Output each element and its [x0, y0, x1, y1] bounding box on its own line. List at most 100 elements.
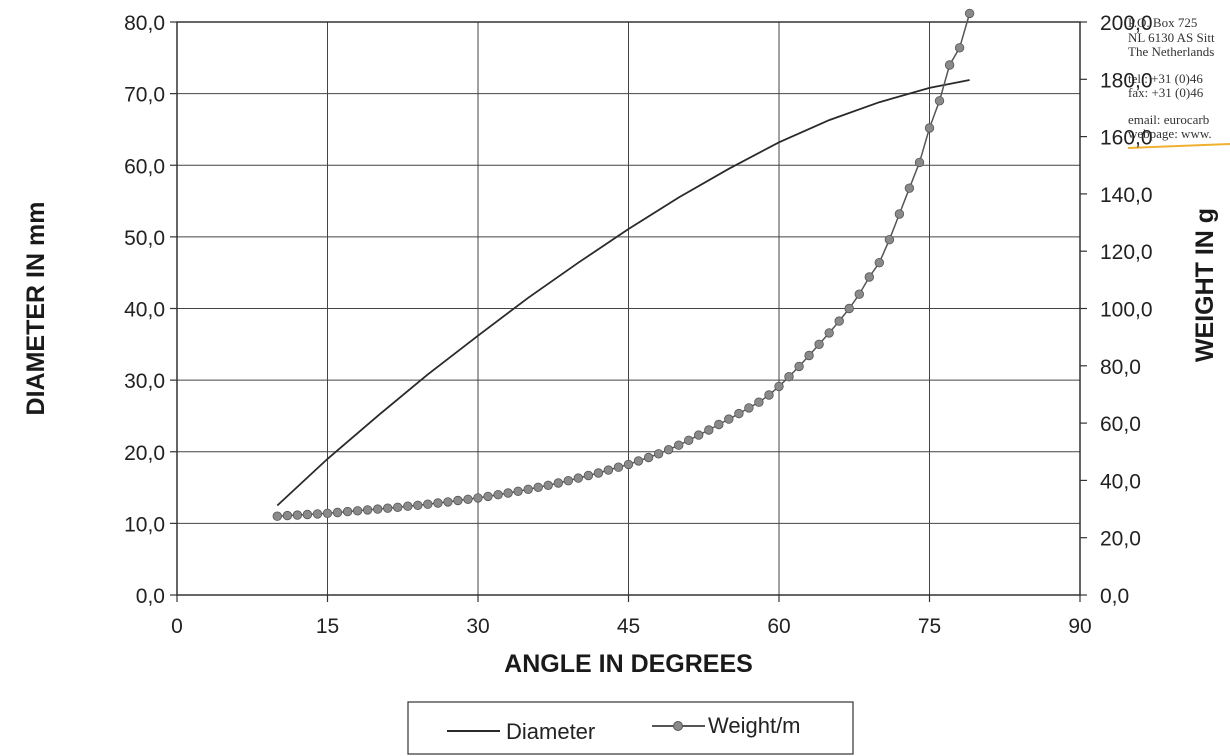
weight-point [463, 494, 473, 505]
weight-point [643, 452, 654, 463]
weight-point [734, 408, 744, 419]
letterhead-line: NL 6130 AS Sitt [1128, 30, 1215, 45]
weight-point [684, 435, 694, 446]
weight-point [292, 510, 303, 520]
weight-point [914, 157, 925, 168]
weight-point [744, 403, 754, 413]
weight-point [362, 505, 373, 515]
weight-point [724, 414, 734, 424]
y2-tick-label: 20,0 [1100, 528, 1141, 551]
weight-point [322, 508, 333, 519]
legend-marker-weight [673, 721, 683, 731]
weight-point [383, 503, 393, 513]
weight-point [804, 350, 814, 361]
letterhead-line: webpage: www. [1128, 126, 1212, 141]
weight-point [964, 8, 975, 19]
weight-point [663, 445, 674, 455]
y2-tick-label: 100,0 [1100, 299, 1153, 322]
y-tick-label: 80,0 [124, 12, 165, 35]
weight-point [403, 501, 413, 511]
weight-point [563, 476, 574, 486]
weight-point [874, 258, 885, 268]
y-tick-label: 50,0 [124, 227, 165, 250]
legend: Diameter Weight/m [407, 701, 854, 755]
weight-point [513, 486, 523, 497]
weight-point [774, 381, 784, 392]
y-tick-label: 0,0 [136, 585, 165, 608]
letterhead-line: P.O. Box 725 [1128, 15, 1197, 30]
weight-point [844, 303, 854, 314]
weight-point [593, 468, 604, 478]
weight-point [503, 488, 513, 498]
x-tick-label: 60 [767, 615, 790, 638]
weight-point [332, 507, 343, 518]
gridlines [177, 22, 1080, 595]
weight-point [543, 480, 553, 491]
y-tick-label: 30,0 [124, 370, 165, 393]
x-tick-label: 30 [466, 615, 489, 638]
weight-point [533, 482, 543, 493]
weight-point [944, 60, 955, 70]
weight-point [704, 425, 714, 435]
weight-point [523, 484, 533, 495]
x-tick-label: 90 [1068, 615, 1091, 638]
weight-point [282, 510, 293, 521]
diameter-line [276, 79, 970, 507]
weight-point [583, 470, 594, 481]
weight-point [824, 328, 834, 338]
weight-point [924, 123, 935, 133]
weight-point [473, 493, 483, 503]
data-series [272, 8, 975, 521]
x-tick-label: 0 [171, 615, 183, 638]
legend-box [407, 701, 854, 755]
weight-point [633, 456, 644, 466]
letterhead-line: fax: +31 (0)46 [1128, 85, 1204, 100]
weight-point [493, 490, 503, 500]
weight-point [754, 397, 764, 407]
weight-line [277, 13, 971, 517]
weight-point [854, 289, 865, 299]
letterhead-line: email: eurocarb [1128, 112, 1209, 127]
weight-point [934, 96, 945, 106]
y2-tick-label: 0,0 [1100, 585, 1129, 608]
y-tick-label: 60,0 [124, 155, 165, 178]
letterhead-accent-rule [1127, 143, 1230, 149]
letterhead-line: The Netherlands [1128, 44, 1214, 59]
y2-tick-label: 180,0 [1100, 69, 1153, 92]
x-axis-title: ANGLE IN DEGREES [504, 650, 753, 678]
weight-point [653, 449, 664, 459]
weight-point [674, 440, 684, 450]
weight-point [864, 272, 875, 282]
y-axis-title: DIAMETER IN mm [22, 202, 50, 416]
y2-tick-label: 120,0 [1100, 241, 1153, 264]
x-tick-label: 45 [617, 615, 640, 638]
weight-point [894, 209, 905, 219]
y-tick-label: 10,0 [124, 513, 165, 536]
weight-point [423, 499, 433, 509]
axis-ticks: 0,0 10,0 20,0 30,0 40,0 50,0 60,0 70,0 80,0 0 15 30… [124, 12, 1152, 638]
weight-point [302, 509, 313, 520]
y2-tick-label: 160,0 [1100, 127, 1153, 150]
weight-point [373, 504, 383, 514]
weight-point [453, 495, 463, 506]
y-tick-label: 40,0 [124, 299, 165, 322]
weight-point [443, 497, 453, 507]
y2-tick-label: 80,0 [1100, 356, 1141, 379]
weight-point [794, 361, 804, 372]
weight-point [694, 430, 704, 440]
weight-point [714, 419, 724, 430]
letterhead-line: tel.: +31 (0)46 [1128, 71, 1203, 86]
weight-point [603, 465, 614, 475]
weight-point [954, 43, 965, 53]
y2-tick-label: 200,0 [1100, 12, 1153, 35]
weight-point [834, 316, 844, 326]
weight-point [312, 509, 323, 519]
weight-point [613, 462, 624, 472]
weight-point [413, 500, 423, 511]
weight-point [433, 498, 443, 508]
y2-tick-label: 60,0 [1100, 413, 1141, 436]
weight-point [272, 511, 283, 521]
weight-point [553, 478, 564, 488]
